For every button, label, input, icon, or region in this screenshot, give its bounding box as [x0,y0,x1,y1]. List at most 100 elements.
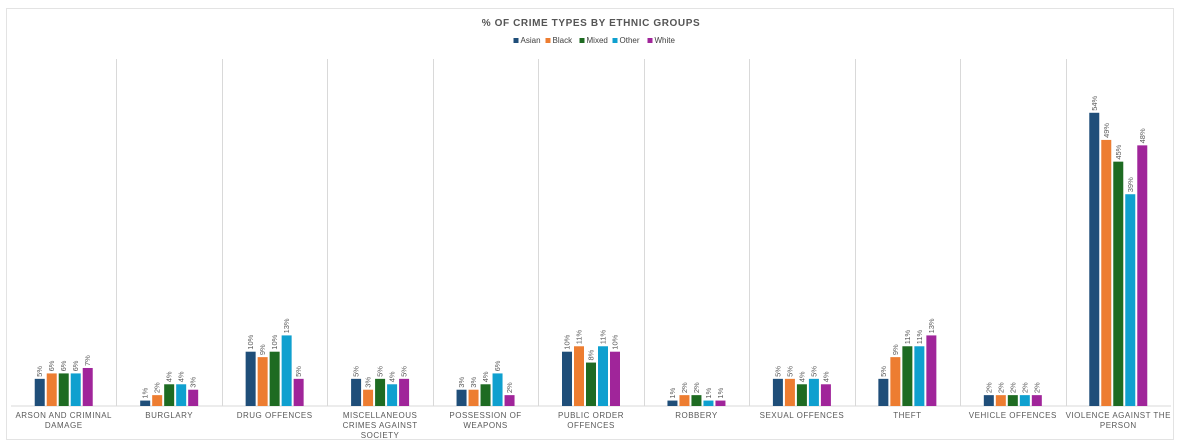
bar-white [715,400,726,406]
category-label: CRIMES AGAINST [343,421,418,430]
data-label: 45% [1114,144,1123,159]
chart-canvas: % OF CRIME TYPES BY ETHNIC GROUPS Asian B… [11,18,1171,440]
legend-label-black: Black [553,36,574,45]
bar-black [679,395,690,406]
data-label: 2% [692,382,701,393]
data-label: 4% [481,371,490,382]
data-label: 5% [35,366,44,377]
bar-mixed [1007,395,1018,406]
data-label: 6% [493,360,502,371]
bar-mixed [480,384,491,406]
data-label: 10% [611,334,620,349]
bar-other [281,335,292,406]
bar-black [890,357,901,406]
bar-asian [351,378,362,406]
data-label: 2% [984,382,993,393]
data-label: 10% [270,334,279,349]
bar-asian [878,378,889,406]
data-label: 10% [246,334,255,349]
bar-black [995,395,1006,406]
bar-black [46,373,57,406]
data-label: 10% [563,334,572,349]
bar-group: 1%2% 2%1% 1% [667,382,726,406]
data-label: 6% [47,360,56,371]
data-label: 4% [177,371,186,382]
chart-title: % OF CRIME TYPES BY ETHNIC GROUPS [482,18,701,29]
bar-other [598,346,608,406]
bar-other [70,373,81,406]
bar-mixed [586,362,596,406]
category-label: MISCELLANEOUS [343,411,418,420]
category-label: OFFENCES [567,421,615,430]
bar-mixed [375,378,386,406]
bar-group: 2% 2% 2% 2% 2% [983,382,1042,406]
data-label: 2% [1008,382,1017,393]
legend-label-other: Other [620,36,640,45]
bar-asian [772,378,783,406]
bar-white [82,367,93,406]
bar-group: 10% 11%8%11% 10% [562,329,620,406]
data-label: 1% [668,387,677,398]
data-label: 3% [189,377,198,388]
bar-other [387,384,398,406]
bar-other [808,378,819,406]
data-label: 2% [680,382,689,393]
legend-label-asian: Asian [521,36,541,45]
chart-legend: Asian Black Mixed Other White [513,36,676,45]
bar-asian [983,395,994,406]
data-label: 4% [165,371,174,382]
bar-black [784,378,795,406]
bar-asian [562,351,572,406]
bar-group: 54% 49%45% 39% 48% [1089,95,1148,407]
data-label: 2% [153,382,162,393]
category-label: POSSESSION OF [449,411,521,420]
bar-black [468,389,479,406]
bar-group: 3% 3%4%6%2% [456,360,515,406]
bar-black [363,389,374,406]
bar-other [1125,194,1136,406]
bar-group: 5%3%5%4%5% [351,366,410,406]
bar-white [293,378,304,406]
data-label: 9% [258,344,267,355]
bar-group: 5%9%11% 11%13% [878,318,937,406]
data-label: 5% [879,366,888,377]
data-label: 2% [505,382,514,393]
data-label: 5% [352,366,361,377]
bar-mixed [902,346,913,406]
data-label: 6% [59,360,68,371]
category-label: VEHICLE OFFENCES [969,411,1057,420]
bar-white [926,335,937,406]
bar-asian [34,378,45,406]
data-label: 5% [376,366,385,377]
bar-mixed [269,351,280,406]
bar-white [1137,145,1148,407]
data-label: 11% [599,329,608,344]
legend-swatch-other [612,38,618,43]
bar-white [399,378,410,406]
category-label: ROBBERY [675,411,718,420]
data-label: 49% [1102,123,1111,138]
data-label: 11% [903,329,912,344]
category-label: BURGLARY [145,411,193,420]
data-label: 48% [1138,128,1147,143]
data-label: 3% [364,377,373,388]
bar-mixed [1113,161,1124,406]
bar-group: 1%2%4% 4%3% [140,371,199,406]
bar-white [504,395,515,406]
bar-white [188,389,199,406]
data-label: 2% [996,382,1005,393]
data-label: 4% [797,371,806,382]
category-label: DAMAGE [45,421,83,430]
bar-black [152,395,163,406]
data-label: 4% [821,371,830,382]
bar-group: 10%9%10%13%5% [245,318,304,406]
bar-asian [245,351,256,406]
bar-white [1031,395,1042,406]
category-label: ARSON AND CRIMINAL [15,411,112,420]
data-label: 11% [575,329,584,344]
bar-group: 5% 5%4%5%4% [772,366,831,406]
data-label: 2% [1020,382,1029,393]
data-label: 5% [785,366,794,377]
category-label: WEAPONS [463,421,507,430]
data-label: 2% [1032,382,1041,393]
